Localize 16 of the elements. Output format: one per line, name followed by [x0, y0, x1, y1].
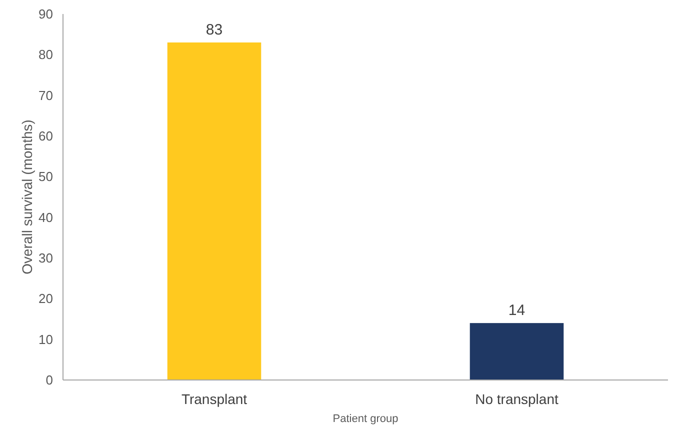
y-tick-label: 30: [38, 250, 53, 266]
y-tick-label: 80: [38, 47, 53, 62]
y-tick-label: 60: [38, 128, 53, 144]
data-label: 83: [206, 21, 223, 38]
x-tick-label: Transplant: [181, 391, 248, 407]
x-tick-label: No transplant: [475, 391, 558, 407]
y-axis-title: Overall survival (months): [19, 120, 35, 274]
y-tick-label: 90: [38, 6, 53, 22]
y-tick-label: 20: [38, 291, 53, 306]
x-axis-title: Patient group: [332, 413, 398, 425]
y-tick-label: 10: [38, 332, 53, 347]
y-tick-label: 50: [38, 169, 53, 184]
y-tick-label: 70: [38, 88, 53, 103]
data-label: 14: [508, 302, 526, 320]
y-tick-label: 40: [38, 210, 53, 225]
y-tick-label: 0: [46, 372, 53, 388]
